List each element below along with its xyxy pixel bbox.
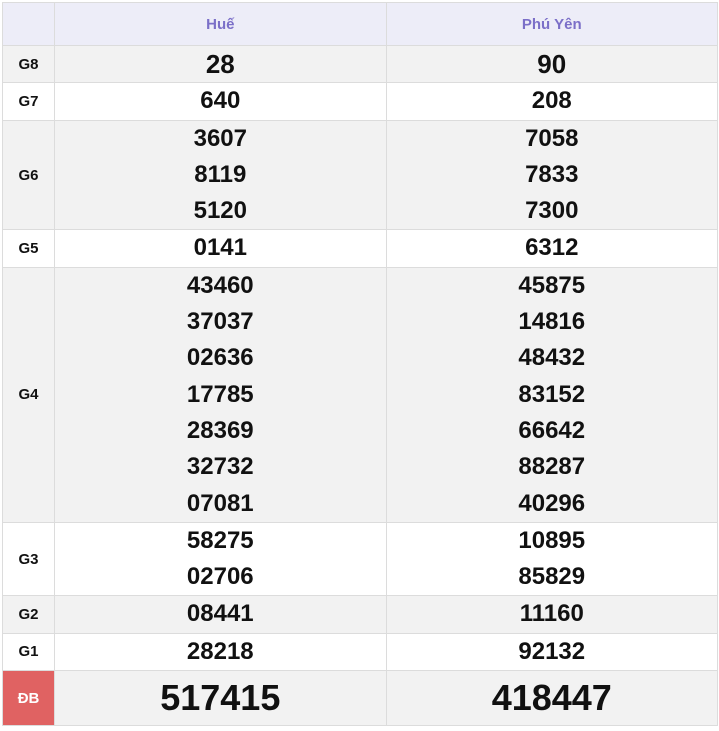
result-cell: 10895 85829	[385, 521, 719, 597]
result-number: 8119	[194, 160, 247, 188]
result-cell: 28	[54, 44, 387, 84]
result-number: 517415	[160, 677, 281, 719]
result-number: 28218	[186, 637, 254, 665]
province-header-hue: Huế	[54, 2, 387, 46]
result-cell: 11160	[385, 595, 719, 634]
prize-label-text: G6	[18, 166, 39, 184]
result-number: 48432	[518, 344, 586, 372]
result-number: 28369	[186, 416, 254, 444]
prize-row-đb: ĐB 517415 418447	[1, 670, 719, 727]
prize-label: G7	[1, 82, 56, 121]
result-cell: 3607 8119 5120	[54, 119, 387, 231]
result-number: 10895	[518, 526, 586, 554]
result-cell: 92132	[385, 632, 719, 672]
prize-label-text: G5	[18, 240, 39, 258]
result-number: 3607	[193, 124, 247, 152]
header-corner	[1, 2, 56, 46]
prize-label: G1	[1, 632, 56, 672]
prize-row-g8: G8 28 90	[1, 44, 719, 84]
prize-row-g2: G2 08441 11160	[1, 595, 719, 634]
result-number: 07081	[186, 489, 254, 517]
result-cell: 6312	[385, 229, 719, 268]
result-number: 43460	[186, 271, 254, 299]
prize-label: G4	[1, 266, 56, 523]
result-cell: 7058 7833 7300	[385, 119, 719, 231]
prize-label: G3	[1, 521, 56, 597]
prize-label-text: G7	[18, 92, 39, 110]
prize-label-text: ĐB	[17, 689, 40, 707]
result-cell: 43460 37037 02636 17785 28369 32732 07081	[54, 266, 387, 523]
result-number: 11160	[519, 600, 584, 628]
result-cell: 418447	[385, 670, 719, 727]
result-cell: 90	[385, 44, 719, 84]
result-number: 7058	[525, 124, 579, 152]
result-number: 08441	[186, 600, 254, 628]
result-number: 14816	[518, 308, 586, 336]
result-number: 418447	[491, 677, 612, 719]
result-number: 90	[537, 49, 567, 79]
result-number: 7300	[525, 197, 579, 225]
prize-label-text: G4	[18, 386, 39, 404]
prize-row-g1: G1 28218 92132	[1, 632, 719, 672]
prize-label-text: G2	[18, 606, 39, 624]
result-number: 58275	[186, 526, 254, 554]
prize-label-text: G8	[18, 55, 39, 73]
prize-label: ĐB	[1, 670, 56, 727]
result-cell: 208	[385, 82, 719, 121]
result-number: 28	[205, 49, 235, 79]
prize-row-g7: G7 640 208	[1, 82, 719, 121]
result-number: 02706	[186, 563, 254, 591]
province-header-phu-yen: Phú Yên	[385, 2, 719, 46]
prize-label-text: G3	[18, 550, 39, 568]
result-number: 208	[531, 87, 572, 115]
prize-row-g5: G5 0141 6312	[1, 229, 719, 268]
result-number: 92132	[518, 637, 586, 665]
result-number: 37037	[186, 308, 254, 336]
prize-row-g6: G6 3607 8119 5120 7058 7833 7300	[1, 119, 719, 231]
prize-label-text: G1	[18, 643, 39, 661]
result-number: 0141	[193, 234, 247, 262]
prize-row-g3: G3 58275 02706 10895 85829	[1, 521, 719, 597]
result-number: 88287	[518, 453, 586, 481]
result-number: 5120	[193, 197, 247, 225]
result-number: 640	[200, 87, 241, 115]
header-row: Huế Phú Yên	[1, 2, 719, 46]
result-cell: 58275 02706	[54, 521, 387, 597]
prize-label: G5	[1, 229, 56, 268]
result-number: 40296	[518, 489, 586, 517]
result-number: 32732	[186, 453, 254, 481]
result-number: 45875	[518, 271, 586, 299]
prize-row-g4: G4 43460 37037 02636 17785 28369 32732 07081 458…	[1, 266, 719, 523]
prize-label: G6	[1, 119, 56, 231]
result-number: 6312	[525, 234, 579, 262]
result-number: 83152	[518, 380, 586, 408]
result-cell: 640	[54, 82, 387, 121]
result-cell: 0141	[54, 229, 387, 268]
prize-label: G8	[1, 44, 56, 84]
result-cell: 45875 14816 48432 83152 66642 88287 40296	[385, 266, 719, 523]
result-cell: 517415	[54, 670, 387, 727]
result-cell: 08441	[54, 595, 387, 634]
result-number: 85829	[518, 563, 586, 591]
result-number: 7833	[525, 160, 579, 188]
result-number: 02636	[186, 344, 254, 372]
result-number: 66642	[518, 416, 586, 444]
result-number: 17785	[186, 380, 254, 408]
prize-label: G2	[1, 595, 56, 634]
result-cell: 28218	[54, 632, 387, 672]
